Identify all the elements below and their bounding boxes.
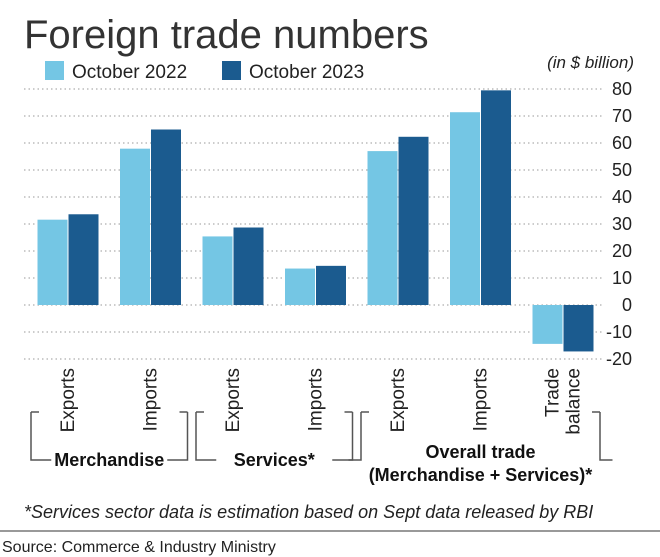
category-label: Exports: [388, 368, 409, 432]
bar-2022-3: [285, 268, 315, 305]
legend: October 2022 October 2023: [45, 61, 364, 83]
bar-2022-4: [367, 151, 398, 305]
legend-label-2023: October 2023: [249, 62, 364, 83]
legend-label-2022: October 2022: [72, 62, 187, 83]
bar-2022-2: [202, 236, 233, 305]
y-tick-label: -10: [606, 322, 632, 342]
y-tick-label: 40: [612, 187, 632, 207]
group-label: Merchandise: [54, 450, 164, 470]
group-bracket: [348, 412, 613, 461]
bar-2023-4: [398, 136, 429, 305]
y-tick-label: 50: [612, 160, 632, 180]
bar-2022-6: [532, 305, 563, 344]
y-tick-label: 70: [612, 106, 632, 126]
bar-2022-5: [450, 112, 480, 305]
category-label: Exports: [58, 368, 79, 432]
y-axis-ticks: -20 -10 0 10 20 30 40 50 60 70 80: [606, 79, 632, 369]
category-label: Exports: [223, 368, 244, 432]
category-labels: Exports Imports Exports Imports Exports Impor…: [58, 368, 585, 435]
y-tick-label: 20: [612, 241, 632, 261]
bar-2023-2: [233, 227, 264, 305]
bar-2023-1: [151, 129, 181, 305]
y-tick-label: 80: [612, 79, 632, 99]
category-label: Imports: [471, 368, 492, 431]
category-label: Imports: [141, 368, 162, 431]
category-label: balance: [564, 368, 585, 435]
bar-2023-3: [316, 265, 346, 305]
legend-swatch-2022: [45, 61, 64, 80]
y-tick-label: 10: [612, 268, 632, 288]
group-bracket: [30, 412, 189, 461]
y-tick-label: -20: [606, 349, 632, 369]
chart-title: Foreign trade numbers: [24, 13, 429, 57]
footnote: *Services sector data is estimation base…: [24, 502, 593, 522]
legend-swatch-2023: [222, 61, 241, 80]
group-brackets: Merchandise Services* Overall trade (Mercha…: [30, 411, 613, 485]
bar-2022-0: [37, 219, 68, 305]
group-label: Services*: [234, 450, 315, 470]
bar-2023-0: [68, 214, 99, 305]
group-label: (Merchandise + Services)*: [369, 465, 593, 485]
bars: [37, 90, 594, 352]
source: Source: Commerce & Industry Ministry: [2, 539, 276, 556]
gridlines: [24, 88, 604, 360]
y-tick-label: 30: [612, 214, 632, 234]
bar-2023-5: [481, 90, 511, 305]
group-label: Overall trade: [425, 442, 535, 462]
category-label: Imports: [306, 368, 327, 431]
category-label: Trade: [543, 368, 564, 417]
unit-label: (in $ billion): [547, 53, 634, 72]
bar-2023-6: [563, 305, 594, 352]
bar-2022-1: [120, 148, 150, 305]
y-tick-label: 60: [612, 133, 632, 153]
y-tick-label: 0: [622, 295, 632, 315]
